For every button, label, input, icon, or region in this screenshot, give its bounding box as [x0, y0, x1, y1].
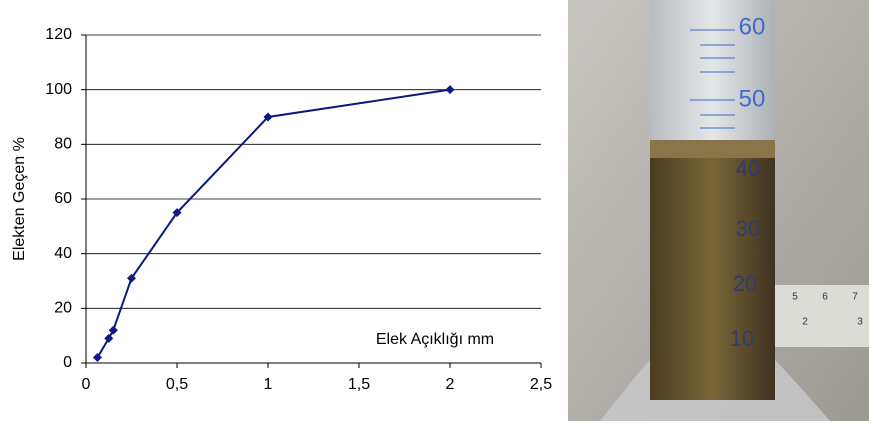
- y-axis-label: Elekten Geçen %: [11, 137, 28, 261]
- x-tick-label: 2,5: [530, 376, 552, 393]
- graduations: [690, 29, 735, 129]
- sand: [650, 158, 775, 400]
- x-tick-label: 1: [264, 376, 273, 393]
- y-tick-label: 60: [54, 190, 72, 207]
- x-axis-label: Elek Açıklığı mm: [376, 331, 494, 348]
- ruler-label: 3: [857, 317, 863, 328]
- x-tick-label: 2: [446, 376, 455, 393]
- x-tick-label: 0,5: [166, 376, 188, 393]
- scale-label: 50: [739, 85, 766, 112]
- y-tick-label: 20: [54, 300, 72, 317]
- scale-label: 30: [736, 216, 760, 241]
- data-point: [263, 112, 273, 122]
- water-layer: [650, 140, 775, 160]
- scale-label: 10: [730, 326, 754, 351]
- ruler-label: 5: [792, 292, 798, 303]
- x-tick-label: 0: [82, 376, 91, 393]
- photo: 60 50 40 30 20 10 5 6 7 2 3: [568, 0, 869, 421]
- y-tick-label: 120: [45, 26, 72, 43]
- y-tick-label: 40: [54, 245, 72, 262]
- data-point: [127, 273, 136, 283]
- scale-label: 60: [739, 13, 766, 40]
- data-point: [92, 353, 102, 363]
- data-point: [172, 208, 182, 218]
- x-axis-label-box: [343, 324, 528, 354]
- ruler: [770, 285, 869, 347]
- y-tick-label: 100: [45, 81, 72, 98]
- x-tick-label: 1,5: [348, 376, 370, 393]
- data-point: [104, 333, 114, 343]
- ruler-label: 2: [802, 317, 808, 328]
- chart: 0 20 40 60 80 100 120 0 0,5 1 1,5 2 2,5 Elekten Geçen…: [11, 26, 552, 393]
- data-point: [445, 85, 455, 95]
- y-tick-label: 80: [54, 136, 72, 153]
- ruler-label: 6: [822, 292, 828, 303]
- ruler-label: 7: [852, 292, 858, 303]
- scale-label: 20: [733, 271, 757, 296]
- scale-label: 40: [736, 156, 760, 181]
- data-point: [108, 325, 118, 335]
- data-line: [96, 88, 451, 359]
- y-tick-label: 0: [63, 354, 72, 371]
